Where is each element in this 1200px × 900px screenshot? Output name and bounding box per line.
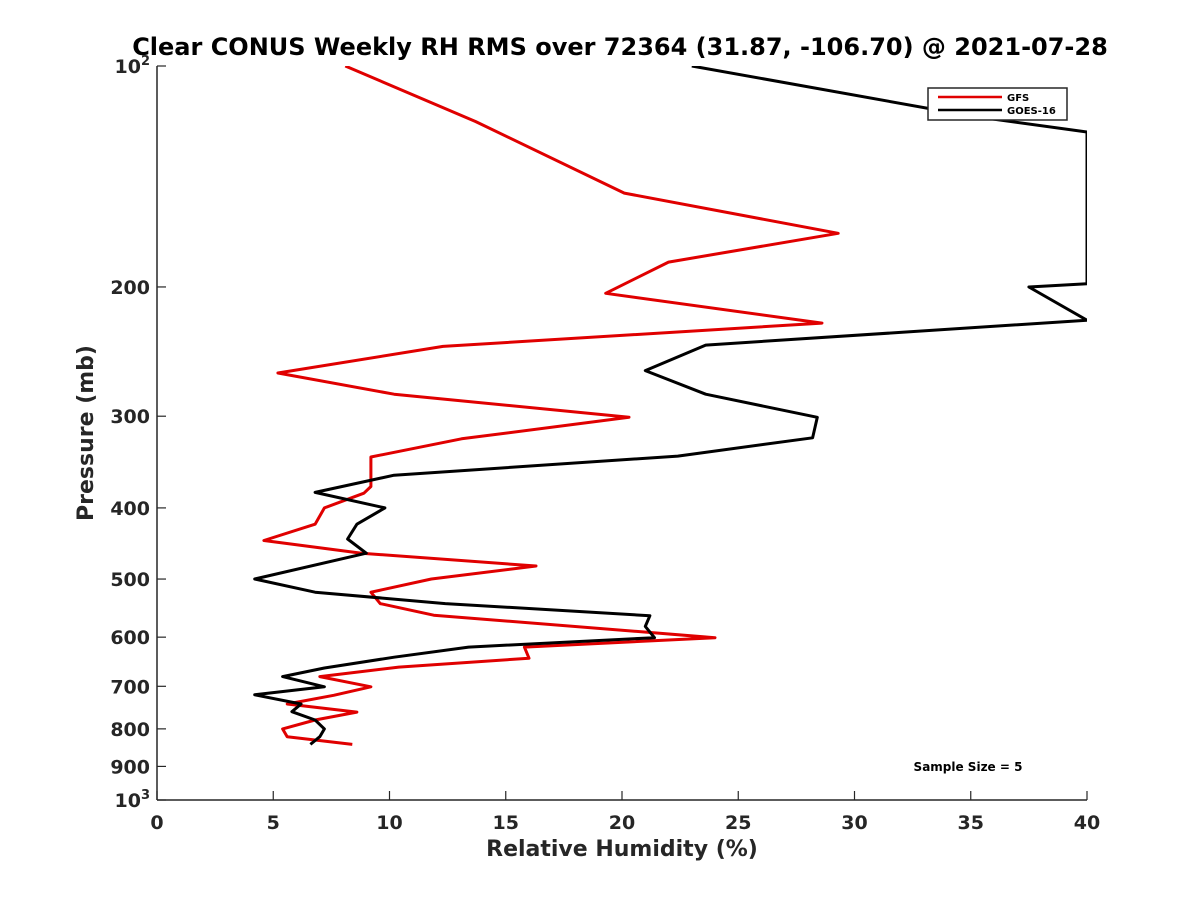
- y-tick-label: 600: [110, 627, 150, 649]
- y-tick-label: 900: [110, 756, 150, 778]
- sample-size-annotation: Sample Size = 5: [914, 760, 1023, 774]
- legend: GFS GOES-16: [927, 87, 1068, 121]
- x-tick-label: 10: [376, 812, 402, 834]
- legend-entries: GFS GOES-16: [938, 93, 1056, 117]
- x-tick-label: 15: [493, 812, 519, 834]
- y-tick-label: 300: [110, 406, 150, 428]
- y-tick-label: 700: [110, 676, 150, 698]
- series-line-goes-16: [253, 66, 1087, 746]
- x-tick-label: 20: [609, 812, 635, 834]
- y-tick-label: 102: [115, 54, 151, 78]
- plot-area: 0 5 10 15 20 25 30 35 40 102 200 300 400 500 600 700 80…: [110, 54, 1100, 834]
- y-axis-label: Pressure (mb): [74, 345, 99, 521]
- x-tick-label: 30: [841, 812, 867, 834]
- x-tick-label: 5: [267, 812, 280, 834]
- legend-box: [927, 87, 1068, 121]
- series-line-gfs: [262, 66, 840, 746]
- chart-title: Clear CONUS Weekly RH RMS over 72364 (31…: [132, 33, 1108, 61]
- legend-label: GOES-16: [1007, 106, 1056, 117]
- y-tick-label: 200: [110, 277, 150, 299]
- legend-label: GFS: [1007, 93, 1029, 104]
- y-tick-label: 103: [115, 788, 151, 812]
- y-tick-label: 400: [110, 498, 150, 520]
- x-axis-label: Relative Humidity (%): [486, 837, 758, 862]
- x-tick-label: 40: [1074, 812, 1100, 834]
- y-tick-label: 500: [110, 569, 150, 591]
- x-tick-label: 25: [725, 812, 751, 834]
- x-axis-ticks: 0 5 10 15 20 25 30 35 40: [150, 791, 1100, 834]
- series-layer: [253, 66, 1087, 746]
- y-axis-ticks: 102 200 300 400 500 600 700 800 900 103: [110, 54, 166, 812]
- x-tick-label: 0: [150, 812, 163, 834]
- y-tick-label: 800: [110, 719, 150, 741]
- x-tick-label: 35: [958, 812, 984, 834]
